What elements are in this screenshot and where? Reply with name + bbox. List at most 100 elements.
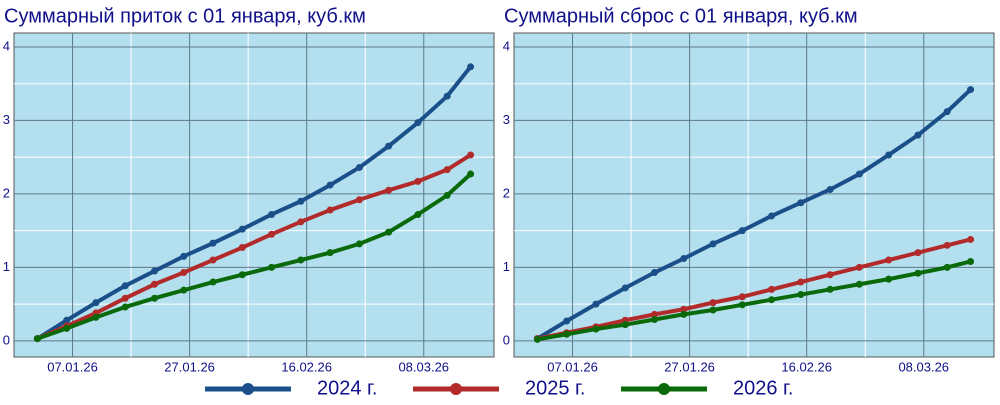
data-point [797, 291, 805, 299]
data-point [297, 197, 305, 205]
series-line [36, 65, 473, 341]
data-point [797, 278, 805, 286]
y-tick-label: 0 [3, 332, 10, 347]
data-point [768, 296, 776, 304]
legend-label: 2025 г. [525, 377, 585, 399]
data-point [943, 108, 951, 116]
y-tick-label: 2 [503, 185, 510, 200]
data-point [826, 185, 834, 193]
data-point [150, 267, 158, 275]
data-point [738, 227, 746, 235]
data-point [63, 324, 71, 332]
series-line [537, 259, 972, 342]
data-point [797, 199, 805, 207]
data-point [967, 86, 975, 94]
data-point [92, 313, 100, 321]
data-point [621, 321, 629, 329]
series-line [537, 237, 972, 341]
data-point [563, 317, 571, 325]
y-tick-label: 4 [3, 38, 10, 53]
x-tick-label: 08.03.26 [898, 359, 949, 374]
legend-label: 2026 г. [733, 377, 793, 399]
data-point [268, 230, 276, 238]
data-point [855, 280, 863, 288]
data-point [150, 280, 158, 288]
data-point [650, 316, 658, 324]
y-tick-label: 0 [503, 332, 510, 347]
data-point [709, 306, 717, 314]
x-tick-label: 27.01.26 [164, 359, 215, 374]
y-tick-label: 1 [503, 259, 510, 274]
data-point [297, 218, 305, 226]
legend-label: 2024 г. [317, 377, 377, 399]
chart-title: Суммарный приток с 01 января, куб.км [4, 5, 366, 27]
data-point [297, 256, 305, 264]
data-point [967, 235, 975, 243]
data-point [738, 293, 746, 301]
data-point [209, 278, 217, 286]
data-point [592, 300, 600, 308]
data-point [885, 275, 893, 283]
data-point [709, 240, 717, 248]
data-point [533, 335, 541, 343]
data-point [680, 255, 688, 263]
data-point [92, 299, 100, 307]
data-point [826, 271, 834, 279]
data-point [680, 305, 688, 313]
data-point [180, 252, 188, 260]
data-point [238, 225, 246, 233]
x-tick-label: 07.01.26 [47, 359, 98, 374]
chart-title: Суммарный сброс с 01 января, куб.км [504, 5, 858, 27]
data-point [150, 294, 158, 302]
x-tick-label: 16.02.26 [281, 359, 332, 374]
data-point [650, 269, 658, 277]
data-point [121, 294, 129, 302]
data-point [621, 284, 629, 292]
data-point [385, 142, 393, 150]
data-point [121, 303, 129, 311]
x-tick-label: 27.01.26 [664, 359, 715, 374]
data-point [180, 269, 188, 277]
data-point [180, 286, 188, 294]
data-point [33, 335, 41, 343]
x-tick-label: 07.01.26 [547, 359, 598, 374]
data-point [268, 210, 276, 218]
data-point [443, 92, 451, 100]
data-point [885, 151, 893, 159]
data-point [238, 271, 246, 279]
data-point [326, 181, 334, 189]
data-point [738, 301, 746, 309]
data-point [855, 170, 863, 178]
data-point [650, 310, 658, 318]
data-point [238, 244, 246, 252]
data-point [355, 163, 363, 171]
data-point [592, 325, 600, 333]
series-line [36, 172, 472, 341]
data-point [467, 170, 475, 178]
y-tick-label: 3 [3, 112, 10, 127]
y-tick-label: 4 [503, 38, 510, 53]
y-tick-label: 3 [503, 112, 510, 127]
data-point [385, 186, 393, 194]
data-point [885, 256, 893, 264]
series-line [536, 88, 972, 341]
data-point [768, 212, 776, 220]
data-point [467, 63, 475, 71]
y-tick-label: 2 [3, 185, 10, 200]
x-tick-label: 16.02.26 [781, 359, 832, 374]
data-point [914, 131, 922, 139]
series-line [36, 153, 472, 341]
x-tick-label: 08.03.26 [398, 359, 449, 374]
data-point [443, 166, 451, 174]
data-point [209, 239, 217, 247]
data-point [414, 119, 422, 127]
data-point [268, 263, 276, 271]
data-point [967, 257, 975, 265]
legend-swatch-marker [242, 383, 254, 395]
data-point [326, 249, 334, 257]
data-point [414, 210, 422, 218]
data-point [209, 256, 217, 264]
data-point [563, 330, 571, 338]
